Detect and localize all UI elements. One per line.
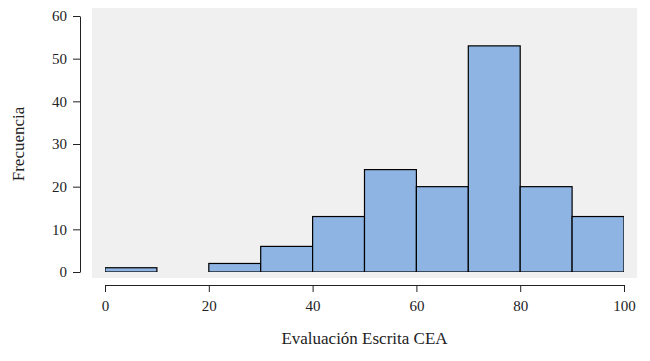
y-tick-mark <box>73 272 80 273</box>
x-tick-label: 40 <box>306 298 321 314</box>
x-tick: 100 <box>613 285 636 314</box>
bar <box>520 187 572 272</box>
y-tick-label: 60 <box>52 8 67 24</box>
x-tick-label: 80 <box>513 298 528 314</box>
bar <box>365 170 417 272</box>
bar <box>416 187 468 272</box>
y-tick: 60 <box>52 8 80 24</box>
y-tick: 20 <box>52 179 80 195</box>
y-tick-label: 20 <box>52 179 67 195</box>
x-axis: 0 20 40 60 80 100 <box>102 285 636 314</box>
x-tick: 20 <box>202 285 217 314</box>
bar <box>157 271 209 272</box>
x-tick-mark <box>313 285 314 292</box>
y-tick-label: 40 <box>52 94 67 110</box>
y-tick-mark <box>73 16 80 17</box>
y-tick-label: 50 <box>52 51 67 67</box>
y-tick: 30 <box>52 136 80 152</box>
y-axis-title: Frecuencia <box>9 106 28 181</box>
y-axis: 0 10 20 30 40 50 60 <box>52 8 81 280</box>
y-axis-line <box>80 17 81 273</box>
x-tick-label: 20 <box>202 298 217 314</box>
x-tick-mark <box>105 285 106 292</box>
y-tick: 10 <box>52 222 80 238</box>
x-tick-mark <box>624 285 625 292</box>
bar <box>261 246 313 272</box>
y-tick-label: 0 <box>60 264 68 280</box>
x-axis-line <box>106 285 625 286</box>
bar <box>209 263 261 272</box>
x-axis-title: Evaluación Escrita CEA <box>281 329 448 348</box>
y-tick-label: 30 <box>52 136 67 152</box>
y-tick-label: 10 <box>52 222 67 238</box>
x-tick: 0 <box>102 285 110 314</box>
x-tick-label: 100 <box>613 298 636 314</box>
x-tick: 60 <box>409 285 424 314</box>
y-tick-mark <box>73 101 80 102</box>
y-tick-mark <box>73 59 80 60</box>
chart: 0 20 40 60 80 100 0 10 20 30 40 50 60 Evaluación Escr… <box>0 0 650 361</box>
x-tick-mark <box>520 285 521 292</box>
panel <box>92 8 637 278</box>
y-tick: 0 <box>60 264 81 280</box>
y-tick-mark <box>73 229 80 230</box>
y-tick: 50 <box>52 51 80 67</box>
y-tick-mark <box>73 187 80 188</box>
y-tick-mark <box>73 144 80 145</box>
x-tick-label: 0 <box>102 298 110 314</box>
x-tick-mark <box>209 285 210 292</box>
x-tick-label: 60 <box>409 298 424 314</box>
bars <box>105 46 624 272</box>
y-tick: 40 <box>52 94 80 110</box>
bar <box>468 46 520 272</box>
x-tick: 40 <box>306 285 321 314</box>
x-tick-mark <box>416 285 417 292</box>
bar <box>572 217 624 272</box>
bar <box>313 217 365 272</box>
bar <box>105 268 157 272</box>
x-tick: 80 <box>513 285 528 314</box>
